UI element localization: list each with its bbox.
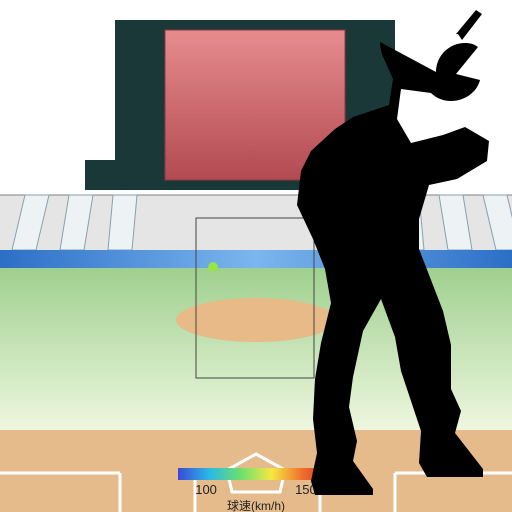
pitch-markers bbox=[208, 262, 218, 272]
pitch-location-diagram: 100150 球速(km/h) bbox=[0, 0, 512, 512]
speed-legend-bar bbox=[178, 468, 334, 480]
speed-legend-title: 球速(km/h) bbox=[227, 499, 285, 512]
pitchers-mound bbox=[176, 298, 336, 342]
pitch-marker bbox=[208, 262, 218, 272]
svg-text:100: 100 bbox=[195, 482, 217, 497]
outfield-wall bbox=[0, 250, 512, 268]
scene-svg: 100150 球速(km/h) bbox=[0, 0, 512, 512]
